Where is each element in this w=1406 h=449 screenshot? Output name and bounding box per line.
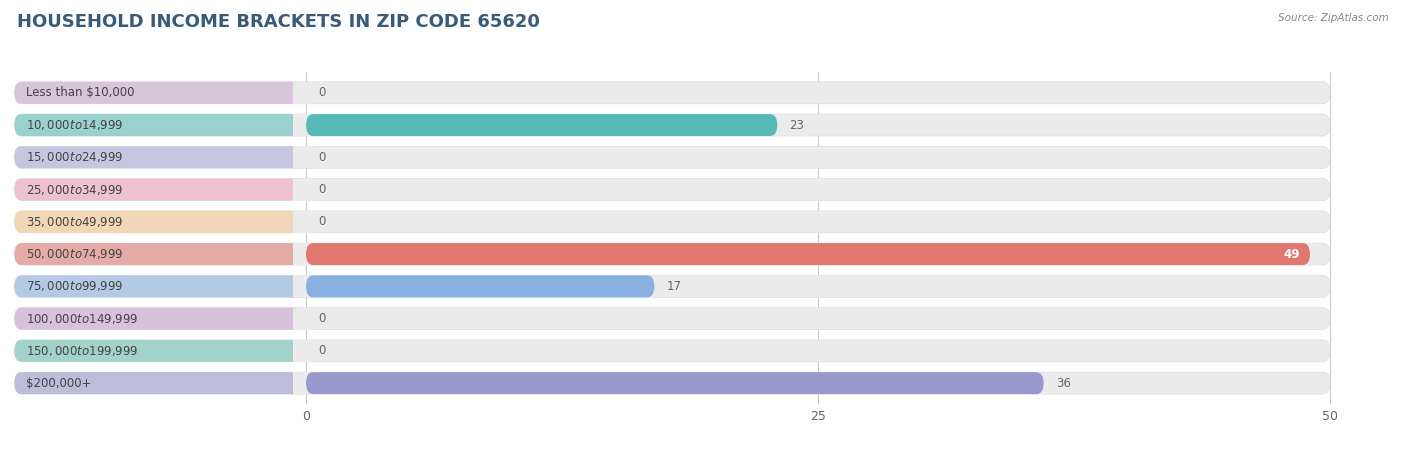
FancyBboxPatch shape (292, 114, 314, 136)
Text: $10,000 to $14,999: $10,000 to $14,999 (27, 118, 124, 132)
FancyBboxPatch shape (14, 243, 1330, 265)
FancyBboxPatch shape (14, 340, 1330, 362)
FancyBboxPatch shape (14, 275, 1330, 297)
FancyBboxPatch shape (307, 275, 654, 297)
Text: $100,000 to $149,999: $100,000 to $149,999 (27, 312, 139, 326)
FancyBboxPatch shape (14, 114, 1330, 136)
FancyBboxPatch shape (292, 372, 314, 394)
FancyBboxPatch shape (14, 340, 304, 362)
FancyBboxPatch shape (307, 243, 1310, 265)
Text: $15,000 to $24,999: $15,000 to $24,999 (27, 150, 124, 164)
Text: $200,000+: $200,000+ (27, 377, 91, 390)
Text: 0: 0 (318, 216, 326, 229)
FancyBboxPatch shape (14, 275, 304, 297)
FancyBboxPatch shape (14, 82, 304, 104)
FancyBboxPatch shape (292, 211, 314, 233)
FancyBboxPatch shape (14, 372, 304, 394)
Text: 49: 49 (1284, 247, 1299, 260)
FancyBboxPatch shape (292, 243, 314, 265)
FancyBboxPatch shape (14, 146, 304, 168)
FancyBboxPatch shape (307, 372, 1043, 394)
FancyBboxPatch shape (14, 82, 1330, 104)
FancyBboxPatch shape (14, 211, 304, 233)
FancyBboxPatch shape (14, 179, 1330, 201)
FancyBboxPatch shape (14, 211, 1330, 233)
Text: Less than $10,000: Less than $10,000 (27, 86, 135, 99)
FancyBboxPatch shape (14, 243, 304, 265)
Text: 36: 36 (1056, 377, 1071, 390)
Text: $35,000 to $49,999: $35,000 to $49,999 (27, 215, 124, 229)
FancyBboxPatch shape (14, 114, 304, 136)
FancyBboxPatch shape (292, 179, 314, 201)
Text: Source: ZipAtlas.com: Source: ZipAtlas.com (1278, 13, 1389, 23)
FancyBboxPatch shape (292, 340, 314, 362)
Text: 17: 17 (666, 280, 682, 293)
Text: $75,000 to $99,999: $75,000 to $99,999 (27, 279, 124, 293)
Text: 0: 0 (318, 312, 326, 325)
FancyBboxPatch shape (14, 308, 1330, 330)
FancyBboxPatch shape (14, 179, 304, 201)
FancyBboxPatch shape (292, 275, 314, 297)
FancyBboxPatch shape (292, 308, 314, 330)
FancyBboxPatch shape (14, 372, 1330, 394)
Text: 23: 23 (790, 119, 804, 132)
Text: 0: 0 (318, 344, 326, 357)
Text: HOUSEHOLD INCOME BRACKETS IN ZIP CODE 65620: HOUSEHOLD INCOME BRACKETS IN ZIP CODE 65… (17, 13, 540, 31)
FancyBboxPatch shape (14, 308, 304, 330)
Text: $25,000 to $34,999: $25,000 to $34,999 (27, 183, 124, 197)
FancyBboxPatch shape (307, 114, 778, 136)
Text: 0: 0 (318, 151, 326, 164)
Text: $50,000 to $74,999: $50,000 to $74,999 (27, 247, 124, 261)
Text: $150,000 to $199,999: $150,000 to $199,999 (27, 344, 139, 358)
FancyBboxPatch shape (292, 146, 314, 168)
FancyBboxPatch shape (292, 82, 314, 104)
FancyBboxPatch shape (14, 146, 1330, 168)
Text: 0: 0 (318, 86, 326, 99)
Text: 0: 0 (318, 183, 326, 196)
